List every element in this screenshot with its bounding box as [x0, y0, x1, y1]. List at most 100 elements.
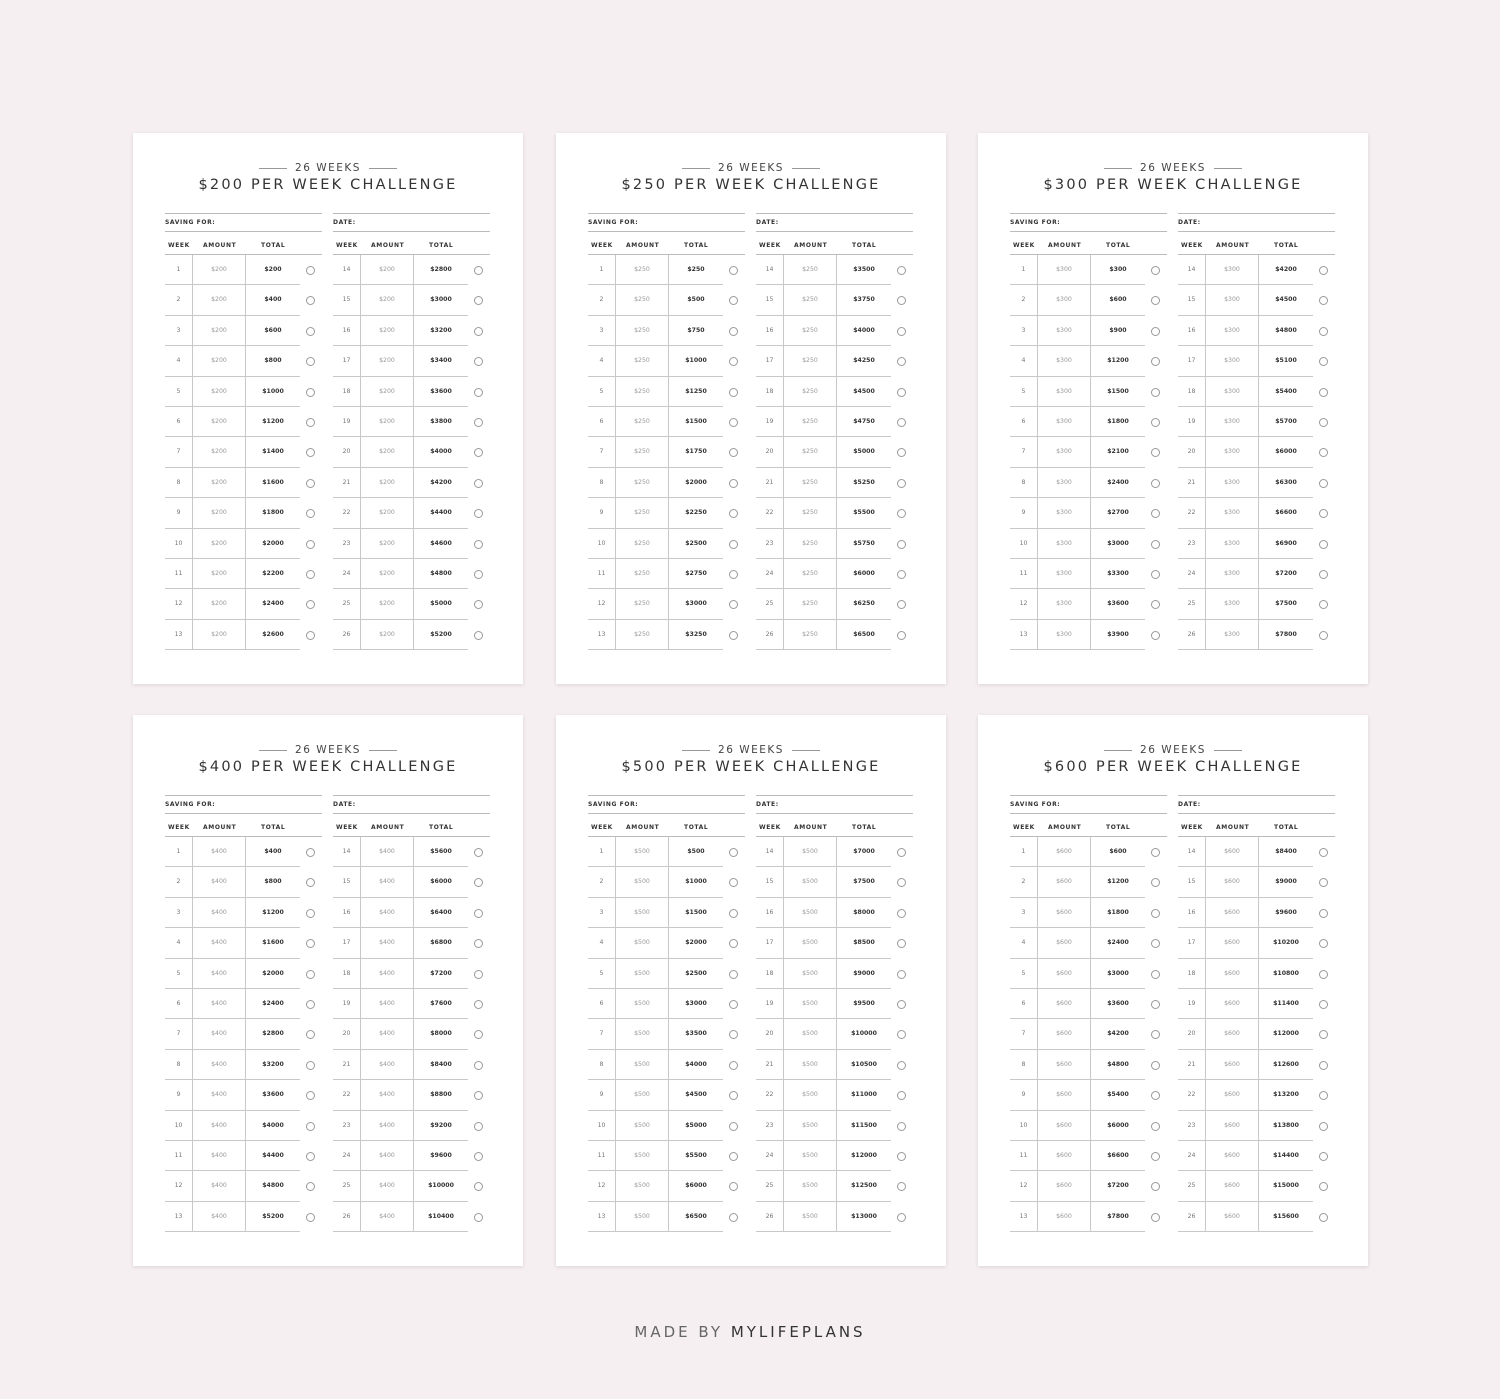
checkbox-circle[interactable]	[897, 969, 906, 979]
checkbox-circle[interactable]	[1151, 509, 1160, 519]
checkbox-circle[interactable]	[1151, 1151, 1160, 1161]
checkbox-circle[interactable]	[729, 1121, 738, 1131]
saving-for-field[interactable]: SAVING FOR:	[588, 795, 745, 814]
checkbox-circle[interactable]	[474, 509, 483, 519]
checkbox-circle[interactable]	[474, 296, 483, 306]
checkbox-circle[interactable]	[897, 908, 906, 918]
checkbox-circle[interactable]	[1151, 999, 1160, 1009]
saving-for-field[interactable]: SAVING FOR:	[165, 213, 322, 232]
saving-for-field[interactable]: SAVING FOR:	[1010, 795, 1167, 814]
checkbox-circle[interactable]	[1151, 266, 1160, 275]
date-field[interactable]: DATE:	[756, 795, 913, 814]
checkbox-circle[interactable]	[897, 326, 906, 336]
checkbox-circle[interactable]	[306, 478, 315, 488]
checkbox-circle[interactable]	[306, 1121, 315, 1131]
checkbox-circle[interactable]	[897, 478, 906, 488]
checkbox-circle[interactable]	[474, 878, 483, 888]
checkbox-circle[interactable]	[729, 969, 738, 979]
checkbox-circle[interactable]	[306, 999, 315, 1009]
checkbox-circle[interactable]	[729, 1091, 738, 1101]
checkbox-circle[interactable]	[729, 478, 738, 488]
checkbox-circle[interactable]	[474, 969, 483, 979]
checkbox-circle[interactable]	[306, 939, 315, 949]
checkbox-circle[interactable]	[729, 939, 738, 949]
checkbox-circle[interactable]	[1151, 1060, 1160, 1070]
checkbox-circle[interactable]	[474, 1121, 483, 1131]
checkbox-circle[interactable]	[474, 357, 483, 367]
checkbox-circle[interactable]	[897, 417, 906, 427]
checkbox-circle[interactable]	[306, 1060, 315, 1070]
checkbox-circle[interactable]	[1319, 600, 1328, 610]
checkbox-circle[interactable]	[306, 539, 315, 549]
checkbox-circle[interactable]	[474, 539, 483, 549]
saving-for-field[interactable]: SAVING FOR:	[588, 213, 745, 232]
checkbox-circle[interactable]	[897, 630, 906, 640]
checkbox-circle[interactable]	[474, 417, 483, 427]
checkbox-circle[interactable]	[897, 1030, 906, 1040]
checkbox-circle[interactable]	[306, 630, 315, 640]
checkbox-circle[interactable]	[897, 600, 906, 610]
checkbox-circle[interactable]	[474, 387, 483, 397]
checkbox-circle[interactable]	[1151, 448, 1160, 458]
checkbox-circle[interactable]	[1319, 387, 1328, 397]
checkbox-circle[interactable]	[1151, 326, 1160, 336]
checkbox-circle[interactable]	[306, 600, 315, 610]
checkbox-circle[interactable]	[1151, 387, 1160, 397]
checkbox-circle[interactable]	[897, 509, 906, 519]
checkbox-circle[interactable]	[474, 1182, 483, 1192]
checkbox-circle[interactable]	[474, 1212, 483, 1222]
checkbox-circle[interactable]	[306, 417, 315, 427]
checkbox-circle[interactable]	[729, 326, 738, 336]
checkbox-circle[interactable]	[729, 509, 738, 519]
checkbox-circle[interactable]	[1319, 357, 1328, 367]
checkbox-circle[interactable]	[729, 539, 738, 549]
checkbox-circle[interactable]	[1319, 908, 1328, 918]
checkbox-circle[interactable]	[729, 357, 738, 367]
checkbox-circle[interactable]	[474, 569, 483, 579]
checkbox-circle[interactable]	[1151, 1121, 1160, 1131]
checkbox-circle[interactable]	[1319, 1060, 1328, 1070]
checkbox-circle[interactable]	[1319, 939, 1328, 949]
checkbox-circle[interactable]	[306, 266, 315, 275]
checkbox-circle[interactable]	[1319, 509, 1328, 519]
checkbox-circle[interactable]	[306, 326, 315, 336]
checkbox-circle[interactable]	[306, 1151, 315, 1161]
checkbox-circle[interactable]	[897, 266, 906, 275]
checkbox-circle[interactable]	[1319, 448, 1328, 458]
checkbox-circle[interactable]	[729, 630, 738, 640]
checkbox-circle[interactable]	[729, 908, 738, 918]
checkbox-circle[interactable]	[1151, 569, 1160, 579]
checkbox-circle[interactable]	[1151, 357, 1160, 367]
checkbox-circle[interactable]	[306, 357, 315, 367]
checkbox-circle[interactable]	[1319, 1030, 1328, 1040]
checkbox-circle[interactable]	[474, 326, 483, 336]
checkbox-circle[interactable]	[1319, 569, 1328, 579]
checkbox-circle[interactable]	[306, 509, 315, 519]
checkbox-circle[interactable]	[897, 357, 906, 367]
checkbox-circle[interactable]	[1319, 266, 1328, 275]
date-field[interactable]: DATE:	[333, 795, 490, 814]
checkbox-circle[interactable]	[306, 387, 315, 397]
checkbox-circle[interactable]	[306, 1182, 315, 1192]
checkbox-circle[interactable]	[729, 387, 738, 397]
checkbox-circle[interactable]	[729, 296, 738, 306]
checkbox-circle[interactable]	[897, 387, 906, 397]
checkbox-circle[interactable]	[306, 296, 315, 306]
checkbox-circle[interactable]	[474, 939, 483, 949]
checkbox-circle[interactable]	[306, 1030, 315, 1040]
checkbox-circle[interactable]	[1151, 848, 1160, 857]
checkbox-circle[interactable]	[474, 999, 483, 1009]
checkbox-circle[interactable]	[897, 1151, 906, 1161]
checkbox-circle[interactable]	[1319, 1151, 1328, 1161]
checkbox-circle[interactable]	[1151, 539, 1160, 549]
checkbox-circle[interactable]	[474, 908, 483, 918]
date-field[interactable]: DATE:	[1178, 795, 1335, 814]
checkbox-circle[interactable]	[729, 266, 738, 275]
saving-for-field[interactable]: SAVING FOR:	[165, 795, 322, 814]
checkbox-circle[interactable]	[1319, 417, 1328, 427]
checkbox-circle[interactable]	[729, 448, 738, 458]
checkbox-circle[interactable]	[1319, 326, 1328, 336]
checkbox-circle[interactable]	[897, 939, 906, 949]
checkbox-circle[interactable]	[897, 1060, 906, 1070]
checkbox-circle[interactable]	[897, 539, 906, 549]
